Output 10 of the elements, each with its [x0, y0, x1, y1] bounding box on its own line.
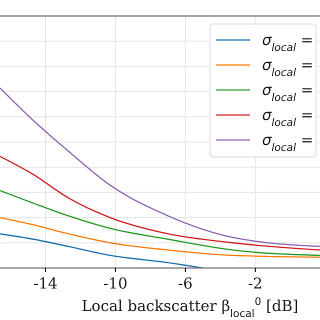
x-tick-label: -2 [248, 274, 263, 292]
legend-label: σ$_{local}$ = [262, 106, 314, 129]
legend-label: σ$_{local}$ = [262, 81, 314, 104]
x-tick-label: -14 [33, 274, 58, 292]
x-axis-title: Local backscatter β$_{local}$$^{0}$ [dB] [82, 296, 298, 320]
legend-label: σ$_{local}$ = [262, 31, 314, 54]
legend-label: σ$_{local}$ = [262, 131, 314, 154]
x-tick-label: -6 [178, 274, 193, 292]
x-tick-label: -10 [103, 274, 128, 292]
legend-label: σ$_{local}$ = [262, 56, 314, 79]
